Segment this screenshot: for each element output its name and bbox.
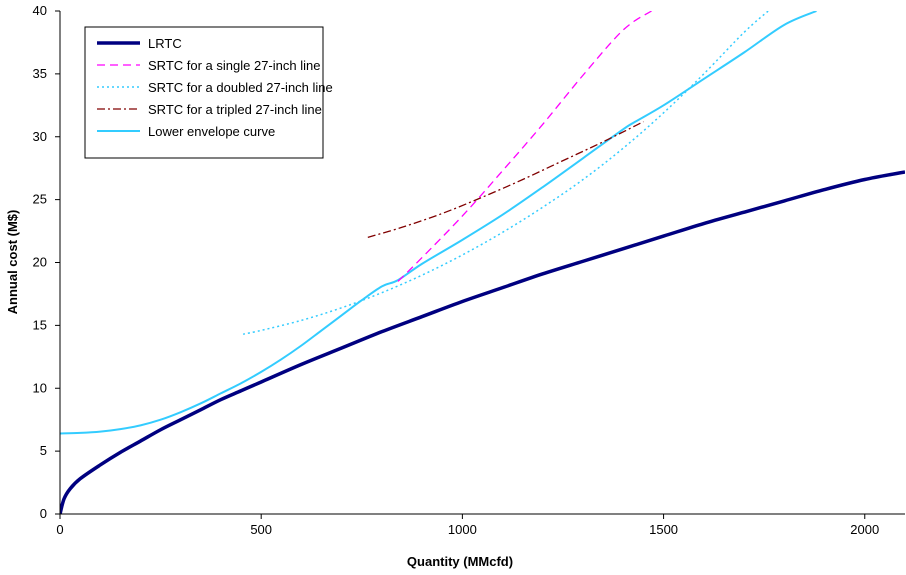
legend: LRTC SRTC for a single 27-inch line SRTC f… — [84, 26, 333, 159]
x-tick-label: 1500 — [649, 522, 678, 537]
legend-label: SRTC for a tripled 27-inch line — [148, 102, 322, 117]
legend-label: Lower envelope curve — [148, 124, 275, 139]
y-tick-label: 0 — [40, 506, 47, 521]
legend-label: SRTC for a doubled 27-inch line — [148, 80, 333, 95]
series-lrtc-line — [60, 170, 905, 514]
series-srtc-doubled-line — [242, 11, 769, 335]
x-tick-label: 500 — [250, 522, 272, 537]
y-axis-title: Annual cost (M$) — [5, 210, 20, 315]
y-tick-label: 25 — [33, 192, 47, 207]
legend-box — [84, 26, 324, 159]
legend-label: SRTC for a single 27-inch line — [148, 58, 320, 73]
x-tick-label: 0 — [56, 522, 63, 537]
y-tick-label: 5 — [40, 443, 47, 458]
series-srtc-tripled-line — [367, 121, 644, 238]
series-lower-envelope-line — [60, 11, 817, 435]
x-axis-title: Quantity (MMcfd) — [407, 554, 513, 569]
y-tick-label: 20 — [33, 255, 47, 270]
legend-label: LRTC — [148, 36, 182, 51]
y-tick-label: 30 — [33, 129, 47, 144]
plot-area — [60, 11, 905, 514]
y-tick-label: 40 — [33, 3, 47, 18]
y-tick-label: 15 — [33, 317, 47, 332]
x-tick-label: 2000 — [850, 522, 879, 537]
x-tick-label: 1000 — [448, 522, 477, 537]
series-srtc-single-line — [397, 11, 652, 282]
y-tick-label: 10 — [33, 380, 47, 395]
axes: Quantity (MMcfd) Annual cost (M$) 0 500 10… — [5, 3, 905, 569]
y-tick-label: 35 — [33, 66, 47, 81]
